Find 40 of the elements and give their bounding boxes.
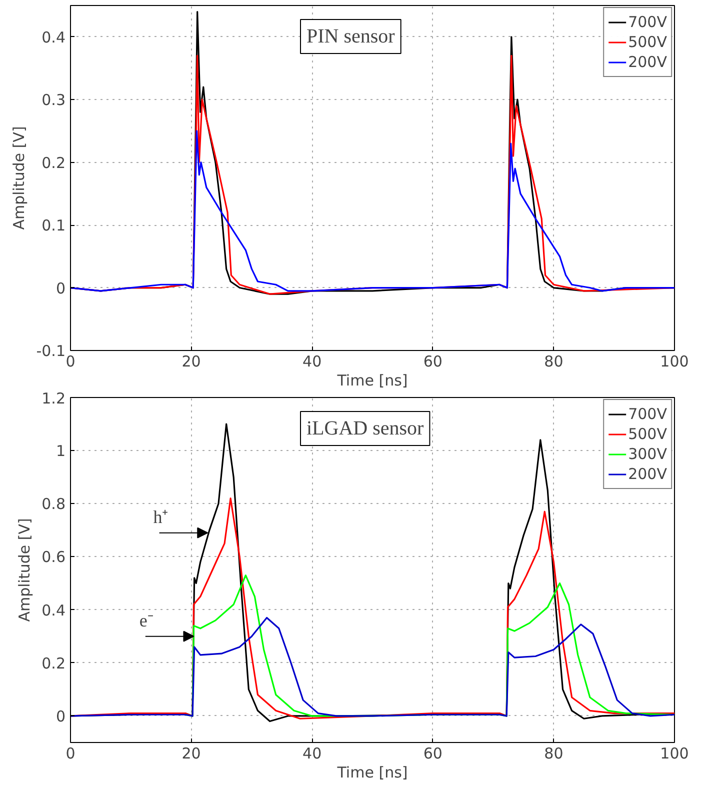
legend-label: 200V [628,465,667,483]
y-axis-title: Amplitude [V] [16,518,34,622]
x-tick-label: 40 [302,744,322,762]
annotation: h⁺ [153,506,168,527]
y-tick-label: 0.6 [42,548,66,566]
annotation: e⁻ [139,610,154,630]
legend-label: 300V [628,445,667,463]
legend-label: 500V [628,33,667,51]
text: PIN sensor [306,26,396,48]
y-tick-label: 1.2 [42,390,66,408]
x-axis-title: Time [ns] [336,372,408,390]
x-tick-label: 20 [182,744,201,762]
x-tick-label: 100 [660,352,689,370]
x-tick-label: 60 [423,352,442,370]
y-tick-label: 0.4 [42,601,66,620]
legend-label: 200V [628,53,667,71]
y-tick-label: 1 [56,442,66,460]
y-tick-label: 0.3 [42,91,66,110]
y-tick-label: 0 [56,279,66,298]
x-tick-label: 40 [302,352,322,370]
x-tick-label: 20 [182,352,201,370]
x-tick-label: 80 [544,352,564,370]
y-tick-label: 0 [56,707,66,726]
y-axis-title: Amplitude [V] [10,126,28,230]
x-tick-label: 60 [423,744,442,762]
y-tick-label: 0.4 [42,28,66,46]
x-axis-title: Time [ns] [336,764,408,782]
y-tick-label: 0.2 [42,154,66,172]
text: iLGAD sensor [306,418,424,440]
line-series [70,616,674,717]
x-tick-label: 100 [660,744,689,762]
legend-label: 700V [628,405,667,423]
legend-label: 500V [628,425,667,443]
y-tick-label: 0.8 [42,495,66,514]
y-tick-label: -0.1 [36,342,66,360]
y-tick-label: 0.1 [42,216,66,235]
line-series [70,130,674,292]
legend-label: 700V [628,13,667,31]
x-tick-label: 80 [544,744,564,762]
y-tick-label: 0.2 [42,654,66,672]
